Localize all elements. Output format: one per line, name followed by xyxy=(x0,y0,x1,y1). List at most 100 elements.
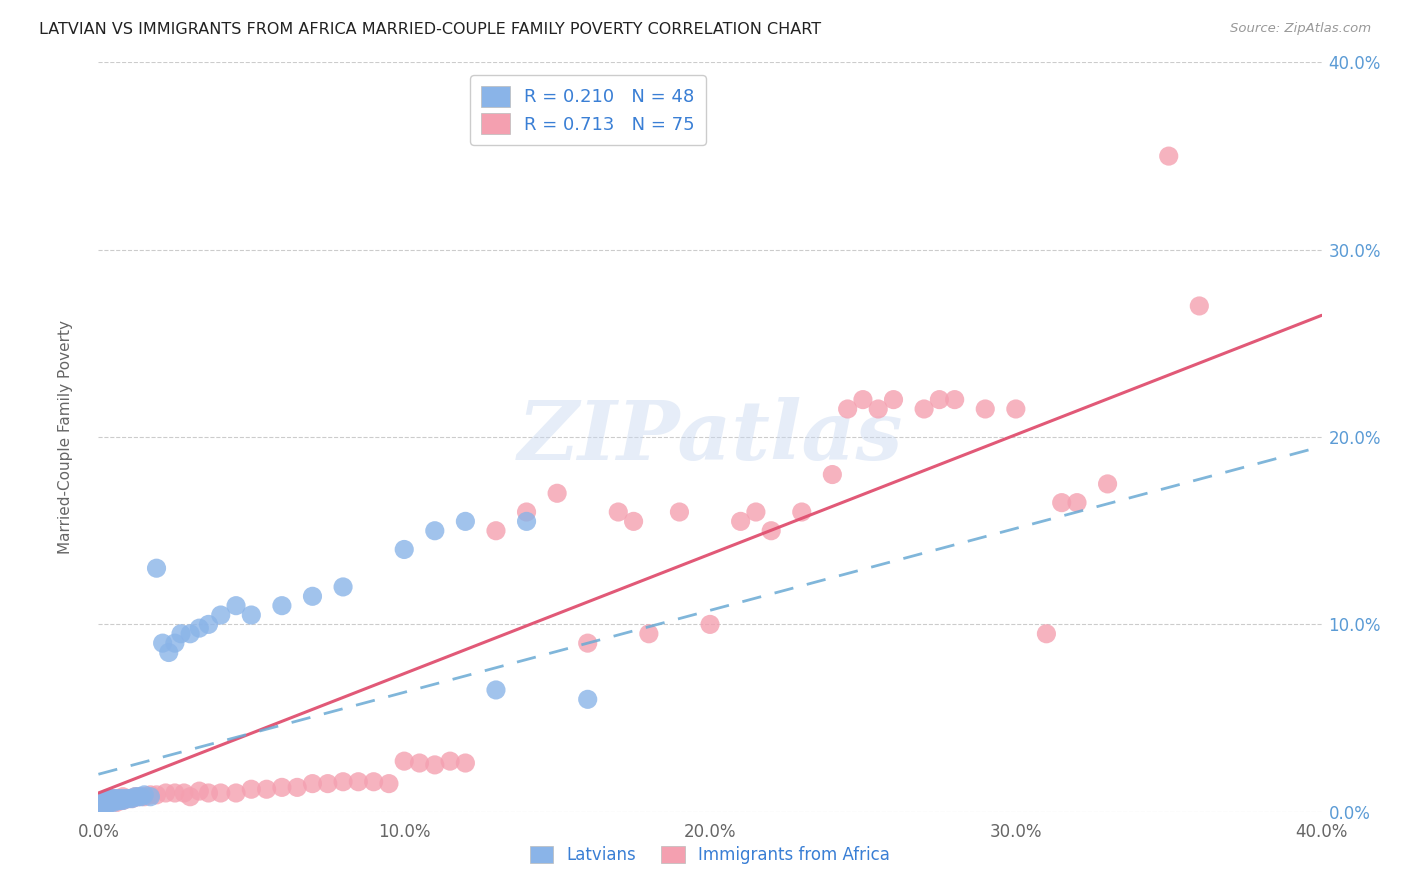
Point xyxy=(363,774,385,789)
Point xyxy=(576,636,599,650)
Point xyxy=(134,789,156,804)
Point xyxy=(97,791,120,805)
Point xyxy=(93,797,115,812)
Point xyxy=(173,786,195,800)
Point xyxy=(93,796,115,810)
Point xyxy=(97,791,120,805)
Point xyxy=(821,467,844,482)
Point xyxy=(111,789,134,804)
Point xyxy=(170,626,193,640)
Point xyxy=(197,617,219,632)
Point xyxy=(1004,401,1026,416)
Point xyxy=(97,796,120,810)
Point xyxy=(454,756,477,770)
Point xyxy=(115,791,138,805)
Point xyxy=(516,505,538,519)
Point xyxy=(423,758,446,772)
Point xyxy=(1035,626,1057,640)
Point xyxy=(127,789,149,804)
Point xyxy=(179,789,201,804)
Point xyxy=(485,683,508,698)
Point xyxy=(145,561,167,575)
Point xyxy=(179,626,201,640)
Point xyxy=(103,791,125,805)
Text: LATVIAN VS IMMIGRANTS FROM AFRICA MARRIED-COUPLE FAMILY POVERTY CORRELATION CHAR: LATVIAN VS IMMIGRANTS FROM AFRICA MARRIE… xyxy=(39,22,821,37)
Point xyxy=(209,608,232,623)
Point xyxy=(240,608,263,623)
Point xyxy=(837,401,859,416)
Point xyxy=(97,797,120,812)
Point xyxy=(100,796,122,810)
Point xyxy=(100,791,122,805)
Point xyxy=(90,797,112,812)
Point xyxy=(103,796,125,810)
Text: Source: ZipAtlas.com: Source: ZipAtlas.com xyxy=(1230,22,1371,36)
Point xyxy=(1050,496,1073,510)
Point xyxy=(121,791,143,805)
Point xyxy=(943,392,966,407)
Point xyxy=(225,599,247,613)
Point xyxy=(316,776,339,791)
Point xyxy=(392,542,416,557)
Point xyxy=(163,786,186,800)
Point xyxy=(105,793,128,807)
Point xyxy=(134,788,156,802)
Point xyxy=(100,793,122,807)
Point xyxy=(139,788,162,802)
Point xyxy=(285,780,308,795)
Point xyxy=(225,786,247,800)
Point xyxy=(546,486,568,500)
Point xyxy=(1066,496,1088,510)
Point xyxy=(163,636,186,650)
Point xyxy=(93,793,115,807)
Point xyxy=(1188,299,1211,313)
Point xyxy=(108,793,131,807)
Point xyxy=(188,621,211,635)
Point xyxy=(105,791,128,805)
Point xyxy=(93,793,115,807)
Point xyxy=(408,756,430,770)
Point xyxy=(668,505,690,519)
Point xyxy=(145,788,167,802)
Point xyxy=(423,524,446,538)
Point xyxy=(912,401,935,416)
Point xyxy=(93,797,115,812)
Point xyxy=(139,789,162,804)
Point xyxy=(157,646,180,660)
Point xyxy=(270,780,292,795)
Point xyxy=(759,524,782,538)
Point xyxy=(111,791,134,805)
Point xyxy=(392,754,416,768)
Point xyxy=(118,791,141,805)
Point xyxy=(103,791,125,805)
Point xyxy=(301,776,323,791)
Point xyxy=(637,626,661,640)
Point xyxy=(115,791,138,805)
Point xyxy=(868,401,890,416)
Point xyxy=(576,692,599,706)
Point xyxy=(730,514,752,528)
Point xyxy=(699,617,721,632)
Point xyxy=(439,754,461,768)
Point xyxy=(111,793,134,807)
Point xyxy=(103,793,125,807)
Point xyxy=(100,796,122,810)
Point xyxy=(124,789,146,804)
Point xyxy=(108,793,131,807)
Point xyxy=(197,786,219,800)
Point xyxy=(100,791,122,805)
Point xyxy=(790,505,813,519)
Point xyxy=(256,782,278,797)
Point xyxy=(347,774,370,789)
Point xyxy=(188,784,211,798)
Point xyxy=(745,505,768,519)
Text: ZIPatlas: ZIPatlas xyxy=(517,397,903,477)
Point xyxy=(152,636,174,650)
Point xyxy=(103,793,125,807)
Point xyxy=(1157,149,1180,163)
Point xyxy=(118,791,141,805)
Point xyxy=(378,776,401,791)
Point xyxy=(90,797,112,812)
Point xyxy=(1097,476,1119,491)
Point xyxy=(108,791,131,805)
